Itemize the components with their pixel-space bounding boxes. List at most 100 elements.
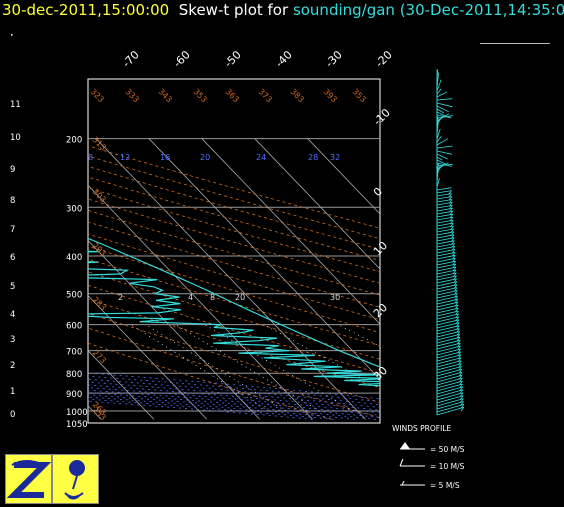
isotherm-right-label: 30 <box>371 364 390 383</box>
dry-adiabat-label: 383 <box>289 87 306 104</box>
wind-barb <box>436 199 453 203</box>
dry-adiabat-line <box>88 209 380 296</box>
isotherm-line <box>201 138 380 325</box>
wind-barb <box>436 298 458 305</box>
dry-adiabat-line <box>88 198 380 284</box>
wet-adiabat-line <box>88 394 377 420</box>
wet-adiabat-label: 8 <box>88 153 93 162</box>
pressure-label: 800 <box>66 370 82 380</box>
mixing-ratio-line <box>130 324 269 412</box>
isotherm-line <box>307 138 380 215</box>
wind-legend-pennant <box>400 442 410 449</box>
wind-barb <box>436 205 453 209</box>
mixing-ratio-label: 4 <box>188 293 193 302</box>
header-timestamp: 30-dec-2011,15:00:00 <box>2 1 170 19</box>
wet-adiabat-label: 24 <box>256 153 266 162</box>
wind-barb <box>436 342 461 350</box>
height-km-label: 3 <box>10 335 15 345</box>
wet-adiabat-label: 12 <box>120 153 130 162</box>
wind-legend-feather <box>399 458 404 467</box>
dry-adiabat-label: 373 <box>257 87 274 104</box>
pressure-label: 600 <box>66 322 82 332</box>
wind-barb <box>436 401 464 410</box>
wind-barb <box>436 163 453 167</box>
z-logo <box>5 454 52 504</box>
wind-barb <box>436 102 453 108</box>
wind-barb <box>436 138 449 146</box>
dry-adiabat-line <box>88 298 380 389</box>
wind-barb <box>436 257 456 263</box>
plot-frame <box>87 78 381 424</box>
mixing-ratio-label: 8 <box>210 293 215 302</box>
isotherm-line <box>88 294 208 420</box>
dry-adiabat-line <box>88 187 380 273</box>
pressure-label: 1000 <box>66 408 88 418</box>
wind-barb <box>436 121 439 137</box>
wind-barb <box>436 202 453 206</box>
height-km-label: 2 <box>10 361 15 371</box>
dry-adiabat-label: 353 <box>192 87 209 104</box>
pressure-label-bottom: 1050 <box>66 420 88 430</box>
mixing-ratio-label: 2 <box>118 293 123 302</box>
wind-barb <box>436 380 463 389</box>
isotherm-right-label: 10 <box>371 239 390 258</box>
isotherm-line <box>88 184 313 420</box>
wind-barb <box>436 105 449 113</box>
wind-barb <box>436 266 457 272</box>
wind-barb <box>436 260 456 266</box>
height-km-label: 4 <box>10 310 15 320</box>
wind-barb <box>436 307 459 314</box>
wind-barb <box>436 275 457 281</box>
wind-barb <box>436 345 461 353</box>
dry-adiabat-line <box>88 176 380 261</box>
wind-barb <box>436 115 453 119</box>
wind-barb <box>436 304 459 311</box>
pressure-label: 200 <box>66 136 82 146</box>
height-km-label: 1 <box>10 387 15 397</box>
wind-barb <box>436 363 462 371</box>
wind-barb <box>436 240 455 245</box>
wind-barb <box>436 111 447 117</box>
wind-barb <box>436 187 452 191</box>
wind-barb <box>436 91 448 98</box>
wind-barb <box>436 406 465 416</box>
wind-barb <box>436 225 454 230</box>
plot-header: 30-dec-2011,15:00:00 Skew-t plot for sou… <box>2 1 564 19</box>
wind-barb <box>436 162 449 170</box>
pressure-label: 900 <box>66 390 82 400</box>
height-km-label: 0 <box>10 410 15 420</box>
dry-adiabat-line <box>88 165 380 250</box>
header-dot <box>11 34 13 36</box>
mixing-ratio-line <box>204 324 354 412</box>
wind-barb <box>436 98 453 101</box>
wind-barb <box>436 228 454 233</box>
wind-barb <box>436 325 460 332</box>
mixing-ratio-label: 30 <box>330 293 340 302</box>
wind-barb <box>436 281 457 287</box>
height-km-label: 7 <box>10 225 15 235</box>
wind-barb <box>436 234 455 239</box>
dry-adiabat-label: 363 <box>224 87 241 104</box>
dry-adiabat-line <box>88 233 380 321</box>
wind-barb <box>436 310 459 317</box>
wind-barb <box>436 366 462 374</box>
dry-adiabat-label: 313 <box>91 135 108 152</box>
height-km-label: 10 <box>10 133 21 143</box>
wind-barb <box>436 249 455 254</box>
wind-barb <box>436 263 456 269</box>
wind-barb <box>436 237 455 242</box>
pressure-label: 500 <box>66 291 82 301</box>
height-km-label: 6 <box>10 253 15 263</box>
height-km-label: 11 <box>10 100 21 110</box>
dry-adiabat-label: 303 <box>91 187 108 204</box>
dry-adiabat-line <box>88 221 380 308</box>
wind-barb <box>436 196 452 200</box>
pressure-label: 700 <box>66 348 82 358</box>
isotherm-line <box>88 350 155 420</box>
height-km-label: 5 <box>10 282 15 292</box>
wet-adiabat-line <box>88 384 380 411</box>
pressure-label: 400 <box>66 253 82 263</box>
isotherm-line <box>148 138 380 380</box>
dry-adiabat-label: 333 <box>124 87 141 104</box>
wet-adiabat-label: 16 <box>160 153 170 162</box>
